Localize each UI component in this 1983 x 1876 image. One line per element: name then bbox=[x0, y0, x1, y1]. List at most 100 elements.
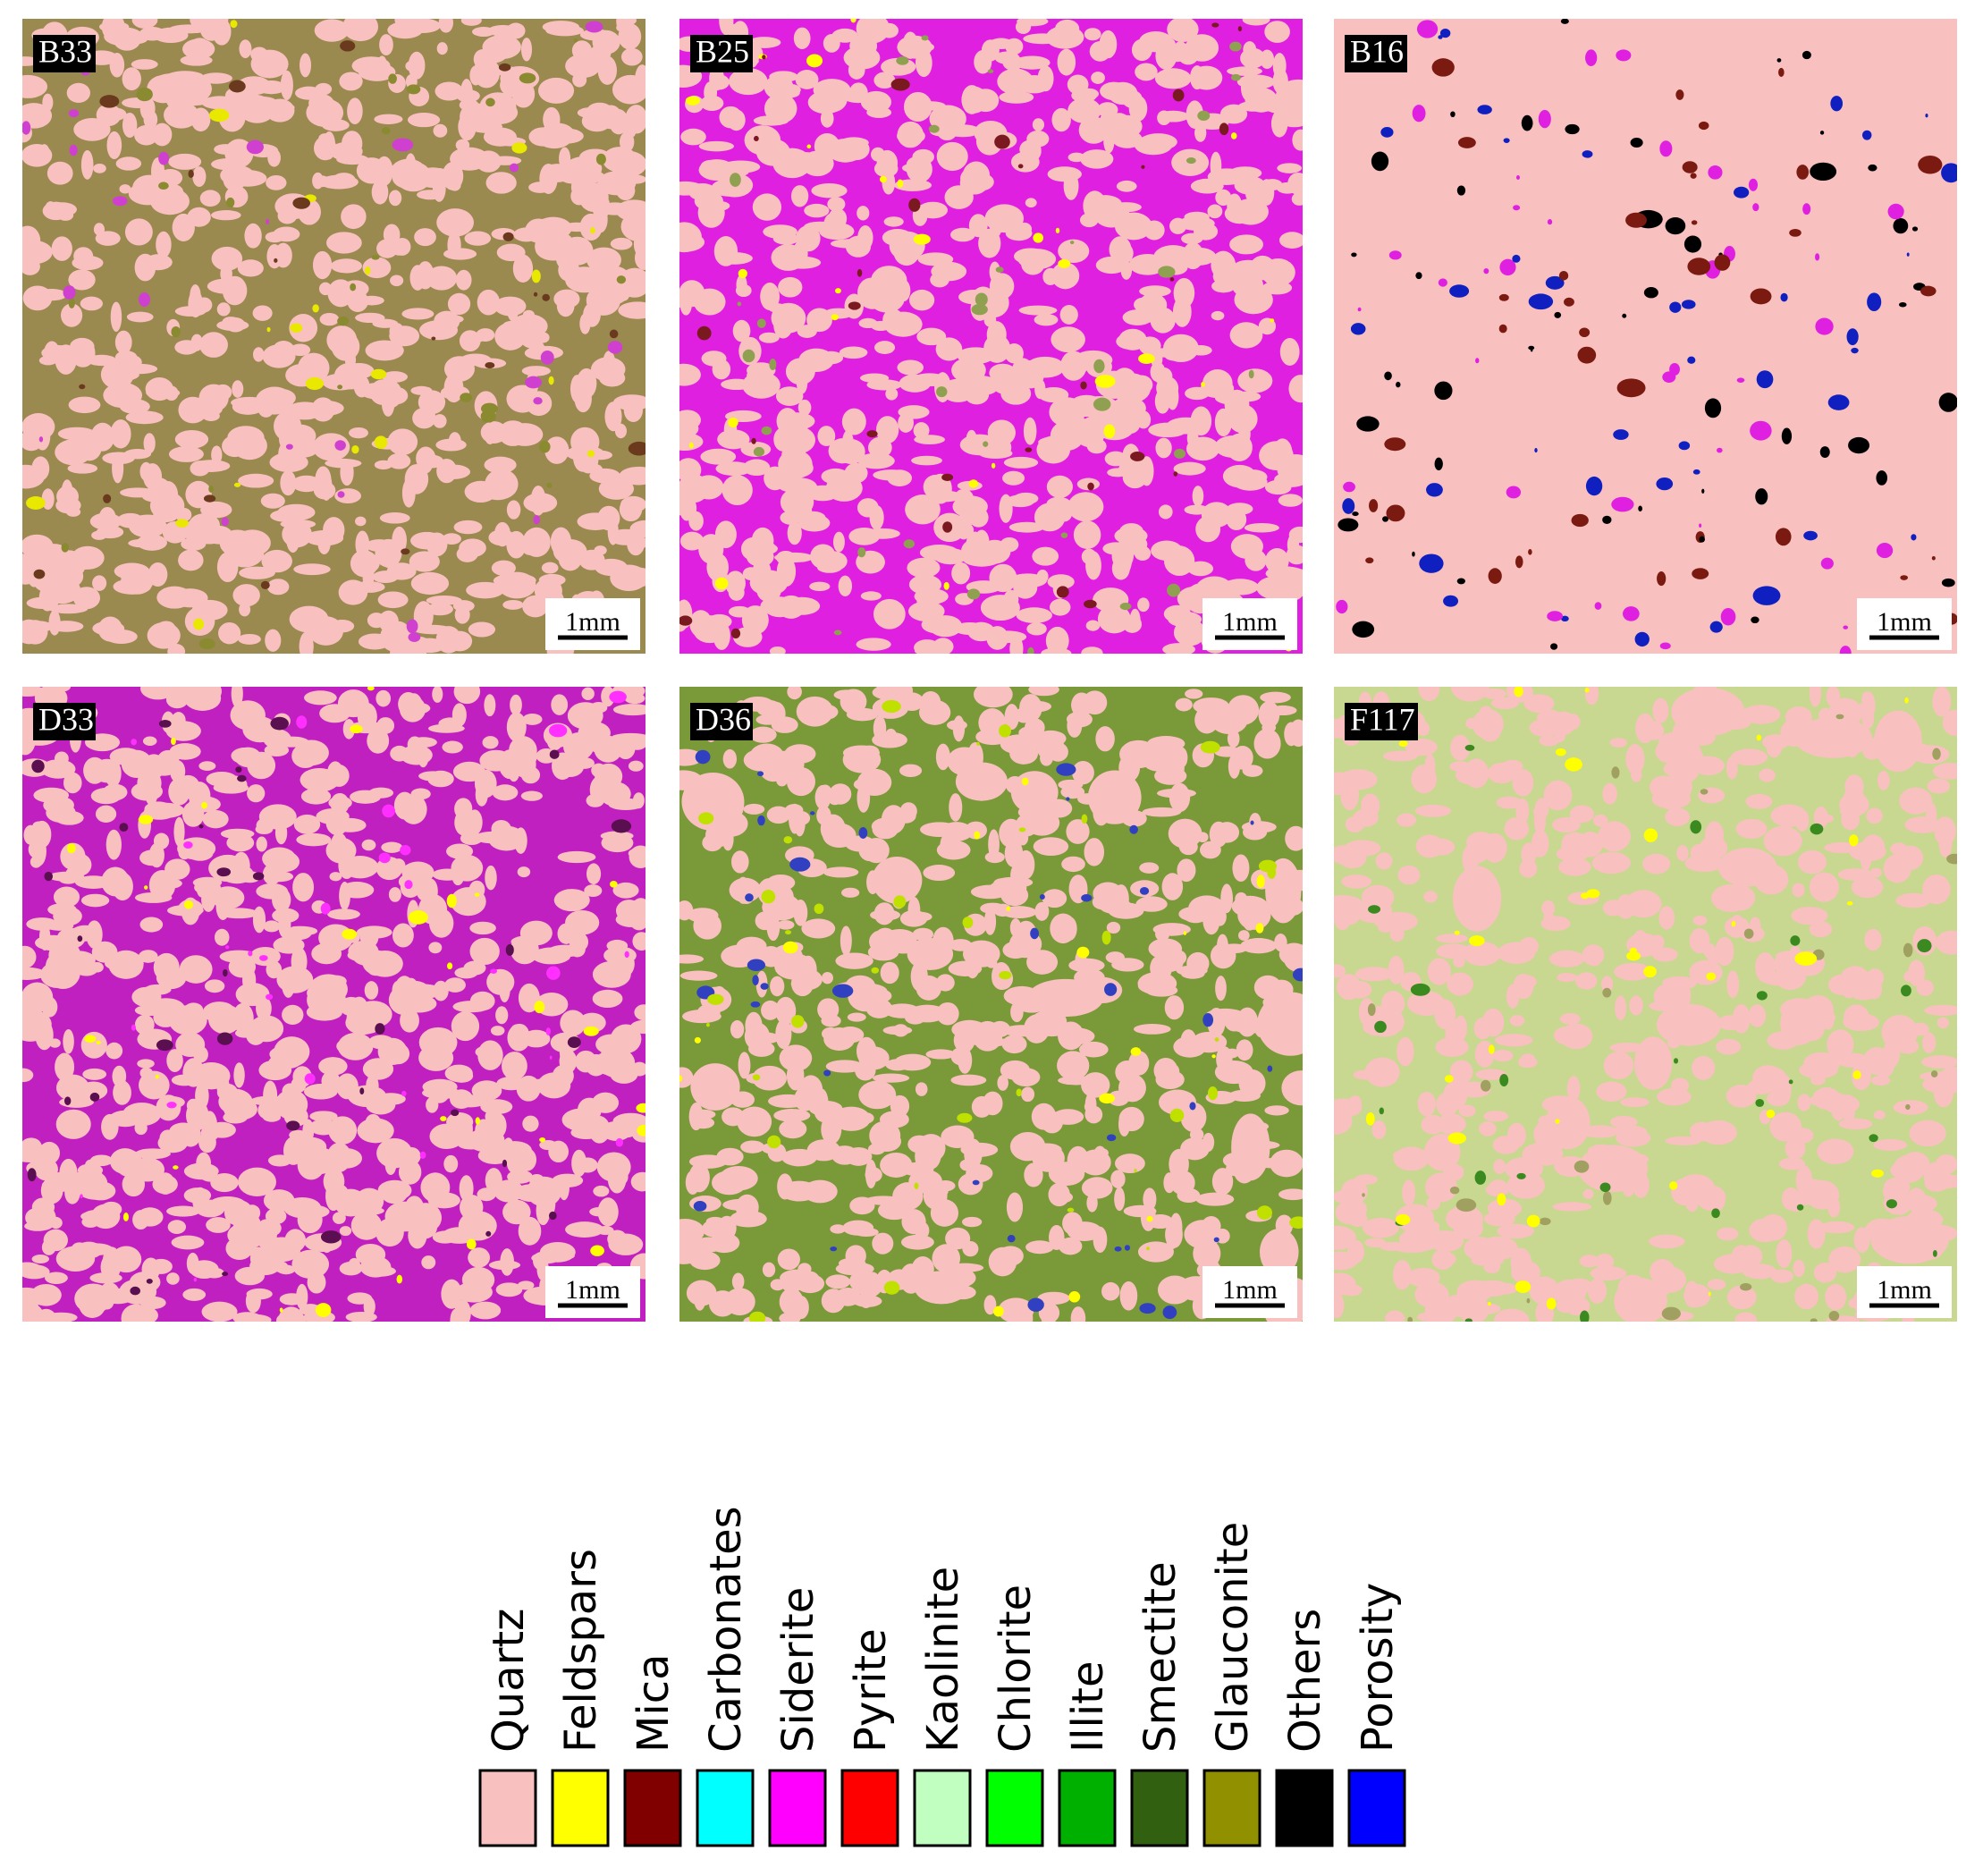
grain bbox=[965, 950, 981, 979]
grain bbox=[597, 505, 620, 531]
grain bbox=[451, 1011, 480, 1042]
grain bbox=[467, 1128, 505, 1153]
mineral-blob bbox=[1350, 323, 1366, 335]
grain bbox=[344, 351, 357, 369]
grain bbox=[459, 1175, 474, 1202]
grain bbox=[629, 1019, 646, 1035]
grain bbox=[299, 631, 314, 654]
grain bbox=[325, 232, 362, 254]
grain bbox=[597, 171, 637, 196]
grain bbox=[1192, 486, 1204, 507]
mineral-blob bbox=[1903, 942, 1913, 958]
grain bbox=[796, 696, 834, 727]
grain bbox=[1129, 608, 1141, 632]
grain bbox=[376, 717, 395, 734]
mineral-blob bbox=[1093, 359, 1105, 374]
grain bbox=[1930, 1174, 1957, 1189]
grain bbox=[1173, 277, 1195, 308]
grain bbox=[692, 615, 727, 644]
grain bbox=[206, 1217, 231, 1233]
mineral-blob bbox=[1748, 178, 1759, 191]
grain bbox=[361, 839, 376, 851]
large-grain bbox=[1026, 978, 1104, 1018]
grain bbox=[997, 1246, 1024, 1266]
grain bbox=[1157, 110, 1190, 123]
mineral-blob bbox=[84, 1035, 97, 1043]
mineral-blob bbox=[1547, 219, 1553, 225]
mineral-blob bbox=[208, 485, 215, 493]
grain bbox=[1769, 1111, 1802, 1142]
mineral-blob bbox=[1886, 1199, 1897, 1209]
mineral-blob bbox=[1918, 156, 1943, 174]
map-texture bbox=[679, 19, 1303, 654]
grain bbox=[341, 204, 367, 230]
grain bbox=[169, 24, 209, 34]
grain bbox=[1237, 368, 1273, 393]
grain bbox=[392, 526, 407, 554]
grain bbox=[1523, 694, 1555, 713]
grain bbox=[1458, 1104, 1476, 1118]
grain bbox=[282, 520, 312, 548]
mineral-blob bbox=[1106, 1134, 1117, 1142]
grain bbox=[319, 174, 359, 190]
mineral-blob bbox=[1172, 89, 1185, 102]
grain bbox=[845, 1245, 866, 1267]
mineral-blob bbox=[320, 1230, 342, 1244]
grain bbox=[1242, 824, 1268, 841]
grain bbox=[706, 553, 729, 582]
mineral-blob bbox=[705, 1022, 710, 1027]
mineral-blob bbox=[1146, 1246, 1150, 1251]
mineral-blob bbox=[1055, 227, 1060, 234]
legend-label: Siderite bbox=[773, 1587, 823, 1753]
grain bbox=[192, 166, 207, 187]
grain bbox=[77, 1163, 104, 1178]
mineral-blob bbox=[1626, 951, 1641, 961]
mineral-blob bbox=[1743, 928, 1754, 939]
grain bbox=[396, 166, 418, 182]
grain bbox=[865, 1167, 882, 1183]
grain bbox=[1209, 821, 1228, 848]
grain bbox=[339, 1261, 363, 1276]
mineral-blob bbox=[1932, 1250, 1937, 1257]
grain bbox=[770, 976, 785, 997]
grain bbox=[1133, 1024, 1171, 1035]
grain bbox=[1735, 818, 1768, 839]
grain bbox=[317, 531, 331, 554]
grain bbox=[863, 837, 890, 864]
grain bbox=[43, 1229, 68, 1252]
mineral-blob bbox=[248, 951, 253, 957]
large-grain bbox=[1614, 1278, 1667, 1322]
grain bbox=[1813, 1262, 1837, 1283]
grain bbox=[1821, 1014, 1835, 1030]
grain bbox=[232, 1312, 262, 1322]
grain bbox=[435, 81, 464, 101]
grain bbox=[1861, 706, 1875, 730]
mineral-blob bbox=[1443, 595, 1459, 607]
grain bbox=[1128, 254, 1167, 275]
grain bbox=[245, 1289, 261, 1314]
grain bbox=[147, 621, 181, 649]
mineral-blob bbox=[858, 827, 868, 839]
mineral-blob bbox=[546, 482, 553, 488]
grain bbox=[95, 805, 117, 824]
grain bbox=[522, 1115, 539, 1132]
grain bbox=[784, 596, 821, 615]
grain bbox=[182, 1288, 207, 1301]
grain bbox=[1078, 1041, 1109, 1058]
grain bbox=[1037, 1291, 1070, 1305]
grain bbox=[280, 70, 293, 101]
mineral-blob bbox=[693, 1201, 707, 1212]
mineral-blob bbox=[957, 1112, 973, 1123]
mineral-blob bbox=[748, 1311, 766, 1322]
grain bbox=[1024, 718, 1045, 738]
grain bbox=[47, 202, 77, 217]
grain bbox=[171, 1235, 205, 1250]
grain bbox=[1492, 1049, 1514, 1062]
grain bbox=[989, 363, 1017, 383]
grain bbox=[55, 1052, 75, 1081]
grain bbox=[142, 736, 157, 747]
mineral-blob bbox=[971, 303, 988, 316]
grain bbox=[474, 769, 497, 799]
grain bbox=[347, 290, 368, 312]
